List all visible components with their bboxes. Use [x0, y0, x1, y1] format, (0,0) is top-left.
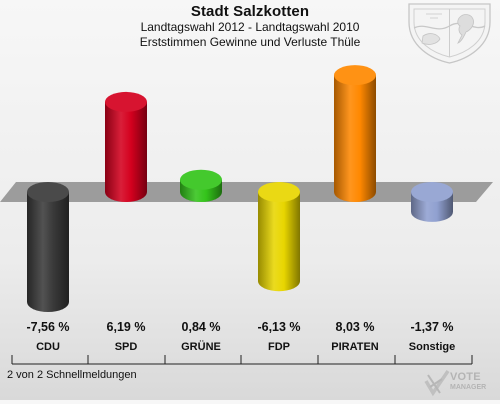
value-label: 8,03 % [336, 320, 375, 334]
category-label: Sonstige [409, 341, 455, 353]
footer-note: 2 von 2 Schnellmeldungen [7, 369, 137, 381]
votemanager-brand-line1: VOTE [450, 371, 481, 383]
bar-cdu [27, 182, 69, 312]
value-label: -6,13 % [257, 320, 300, 334]
category-label: GRÜNE [181, 340, 221, 353]
category-label: CDU [36, 341, 60, 353]
bar-piraten [334, 65, 376, 202]
bar-sonstige [411, 182, 453, 222]
value-label: -7,56 % [26, 320, 69, 334]
bar-grne [180, 169, 222, 202]
bar-spd [105, 91, 147, 202]
category-label: PIRATEN [331, 341, 379, 353]
votemanager-check-icon [424, 370, 450, 397]
category-label: SPD [115, 341, 138, 353]
votemanager-logo: VOTE MANAGER [422, 367, 500, 399]
coat-of-arms-icon [408, 3, 491, 64]
value-label: 6,19 % [107, 320, 146, 334]
bar-fdp [258, 182, 300, 292]
votemanager-brand-line2: MANAGER [450, 384, 487, 391]
category-axis [11, 355, 473, 365]
value-label: 0,84 % [182, 320, 221, 334]
value-label: -1,37 % [410, 320, 453, 334]
category-label: FDP [268, 341, 290, 353]
